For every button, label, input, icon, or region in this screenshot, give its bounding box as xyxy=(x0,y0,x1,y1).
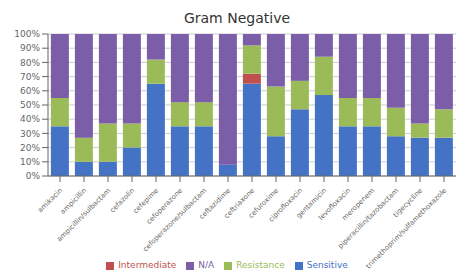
svg-text:60%: 60% xyxy=(20,86,40,96)
svg-text:gentamicin: gentamicin xyxy=(294,186,329,220)
svg-text:cefuroxime: cefuroxime xyxy=(247,186,281,220)
html-text:Intermediate: Intermediate xyxy=(118,260,177,270)
svg-text:tigecycline: tigecycline xyxy=(391,186,425,220)
html-text:N/A: N/A xyxy=(198,260,215,270)
html-text:Sensitive: Sensitive xyxy=(306,260,348,270)
svg-text:levofloxacin: levofloxacin xyxy=(317,186,353,222)
svg-text:ampicillin/sulbactam: ampicillin/sulbactam xyxy=(55,186,112,243)
svg-text:cefoperazone/sulbactam: cefoperazone/sulbactam xyxy=(142,186,209,253)
svg-text:80%: 80% xyxy=(20,58,40,68)
svg-text:meropenem: meropenem xyxy=(340,186,377,223)
svg-text:0%: 0% xyxy=(26,171,41,181)
svg-text:amikacin: amikacin xyxy=(36,186,65,215)
svg-text:ceftriaxone: ceftriaxone xyxy=(222,186,257,220)
svg-text:10%: 10% xyxy=(20,157,40,167)
svg-text:70%: 70% xyxy=(20,72,40,82)
svg-text:ceftazidime: ceftazidime xyxy=(197,186,233,221)
svg-text:trimethoprim/sulfamethoxazole: trimethoprim/sulfamethoxazole xyxy=(365,187,449,270)
html-text:Gram Negative: Gram Negative xyxy=(183,10,290,26)
svg-text:50%: 50% xyxy=(20,100,40,110)
svg-text:20%: 20% xyxy=(20,143,40,153)
html-text:Resistance: Resistance xyxy=(236,260,285,270)
svg-text:piperacillin/tazobactam: piperacillin/tazobactam xyxy=(336,186,401,251)
svg-text:cefepime: cefepime xyxy=(131,186,161,216)
svg-text:100%: 100% xyxy=(14,29,40,39)
svg-text:ciprofloxacin: ciprofloxacin xyxy=(267,186,305,224)
svg-text:40%: 40% xyxy=(20,114,40,124)
svg-text:cefazolin: cefazolin xyxy=(108,186,137,215)
svg-text:30%: 30% xyxy=(20,129,40,139)
svg-text:90%: 90% xyxy=(20,43,40,53)
